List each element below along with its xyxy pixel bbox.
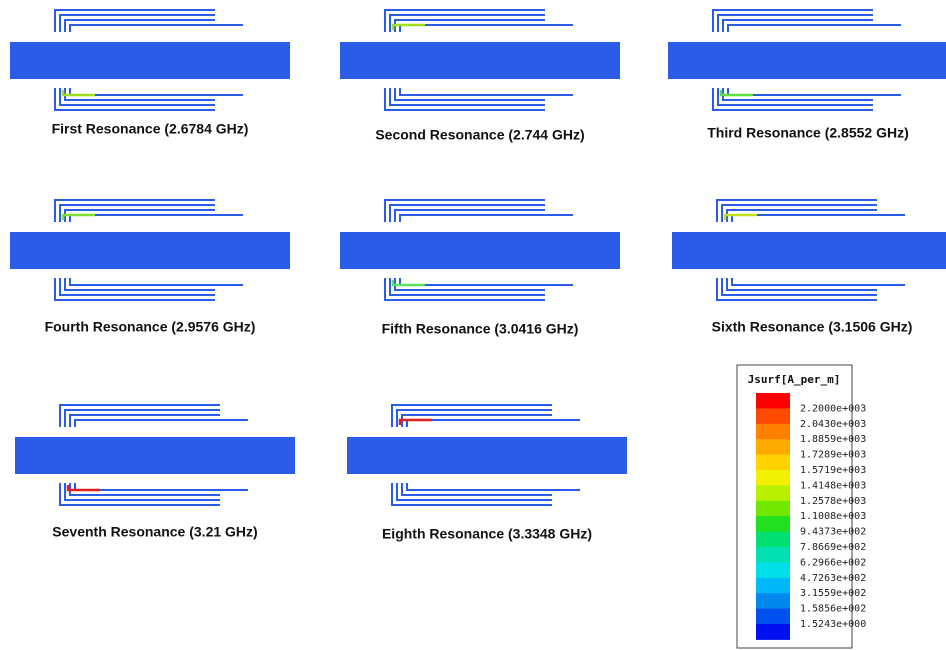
comb-line bbox=[400, 88, 573, 95]
feed-bar bbox=[672, 232, 946, 269]
legend-swatch bbox=[756, 624, 790, 640]
legend-label: 7.8669e+002 bbox=[800, 542, 866, 553]
caption: Fifth Resonance (3.0416 GHz) bbox=[382, 321, 579, 337]
comb-line bbox=[400, 278, 573, 285]
feed-bar bbox=[340, 42, 620, 79]
comb-line bbox=[60, 88, 215, 105]
caption: Third Resonance (2.8552 GHz) bbox=[707, 125, 909, 141]
feed-bar bbox=[347, 437, 627, 474]
comb-line bbox=[407, 420, 580, 427]
comb-line bbox=[728, 88, 901, 95]
comb-line bbox=[75, 483, 248, 490]
legend-label: 9.4373e+002 bbox=[800, 527, 866, 538]
comb-line bbox=[70, 88, 243, 95]
caption: Fourth Resonance (2.9576 GHz) bbox=[45, 319, 256, 335]
comb-line bbox=[390, 15, 545, 32]
legend-swatch bbox=[756, 470, 790, 486]
legend-label: 2.0430e+003 bbox=[800, 419, 866, 430]
legend-label: 1.5719e+003 bbox=[800, 465, 866, 476]
comb-line bbox=[718, 88, 873, 105]
legend-title: Jsurf[A_per_m] bbox=[748, 373, 841, 386]
figure: Jsurf[A_per_m] First Resonance (2.6784 G… bbox=[0, 0, 946, 650]
comb-line bbox=[65, 410, 220, 427]
legend-label: 4.7263e+002 bbox=[800, 573, 866, 584]
feed-bar bbox=[340, 232, 620, 269]
comb-line bbox=[390, 88, 545, 105]
legend-swatch bbox=[756, 547, 790, 563]
comb-line bbox=[75, 420, 248, 427]
current-hotspot bbox=[721, 90, 753, 95]
legend-swatch bbox=[756, 485, 790, 501]
comb-line bbox=[728, 25, 901, 32]
legend-label: 3.1559e+002 bbox=[800, 588, 866, 599]
current-hotspot bbox=[63, 90, 95, 95]
comb-line bbox=[70, 25, 243, 32]
comb-line bbox=[722, 278, 877, 295]
legend-swatch bbox=[756, 609, 790, 625]
feed-bar bbox=[15, 437, 295, 474]
comb-line bbox=[390, 205, 545, 222]
legend-label: 1.5243e+000 bbox=[800, 619, 866, 630]
caption: Seventh Resonance (3.21 GHz) bbox=[52, 524, 257, 540]
comb-line bbox=[65, 483, 220, 500]
current-hotspot bbox=[68, 485, 100, 490]
legend-swatch bbox=[756, 516, 790, 532]
comb-line bbox=[390, 278, 545, 295]
legend-label: 2.2000e+003 bbox=[800, 403, 866, 414]
comb-line bbox=[722, 205, 877, 222]
comb-line bbox=[70, 278, 243, 285]
legend-swatch bbox=[756, 562, 790, 578]
legend-swatch bbox=[756, 393, 790, 409]
current-hotspot bbox=[400, 420, 432, 425]
legend-label: 1.7289e+003 bbox=[800, 450, 866, 461]
feed-bar bbox=[10, 42, 290, 79]
legend-label: 1.4148e+003 bbox=[800, 480, 866, 491]
current-hotspot bbox=[725, 215, 757, 220]
comb-line bbox=[732, 278, 905, 285]
feed-bar bbox=[668, 42, 946, 79]
comb-line bbox=[397, 483, 552, 500]
comb-line bbox=[400, 25, 573, 32]
comb-line bbox=[397, 410, 552, 427]
legend-label: 1.5856e+002 bbox=[800, 604, 866, 615]
current-hotspot bbox=[393, 280, 425, 285]
legend-swatch bbox=[756, 532, 790, 548]
caption: Sixth Resonance (3.1506 GHz) bbox=[712, 319, 913, 335]
legend-swatch bbox=[756, 424, 790, 440]
comb-line bbox=[718, 15, 873, 32]
legend-swatch bbox=[756, 455, 790, 471]
caption: First Resonance (2.6784 GHz) bbox=[52, 121, 249, 137]
legend-label: 1.1008e+003 bbox=[800, 511, 866, 522]
comb-line bbox=[70, 215, 243, 222]
current-hotspot bbox=[393, 25, 425, 30]
comb-line bbox=[400, 215, 573, 222]
comb-line bbox=[60, 205, 215, 222]
legend-swatch bbox=[756, 578, 790, 594]
feed-bar bbox=[10, 232, 290, 269]
legend-label: 1.8859e+003 bbox=[800, 434, 866, 445]
comb-line bbox=[407, 483, 580, 490]
comb-line bbox=[732, 215, 905, 222]
legend-swatch bbox=[756, 593, 790, 609]
legend-swatch bbox=[756, 501, 790, 517]
comb-line bbox=[60, 15, 215, 32]
legend-label: 1.2578e+003 bbox=[800, 496, 866, 507]
caption: Eighth Resonance (3.3348 GHz) bbox=[382, 526, 592, 542]
comb-line bbox=[60, 278, 215, 295]
current-hotspot bbox=[63, 215, 95, 220]
legend-swatch bbox=[756, 439, 790, 455]
legend-label: 6.2966e+002 bbox=[800, 557, 866, 568]
legend-swatch bbox=[756, 408, 790, 424]
caption: Second Resonance (2.744 GHz) bbox=[375, 127, 584, 143]
